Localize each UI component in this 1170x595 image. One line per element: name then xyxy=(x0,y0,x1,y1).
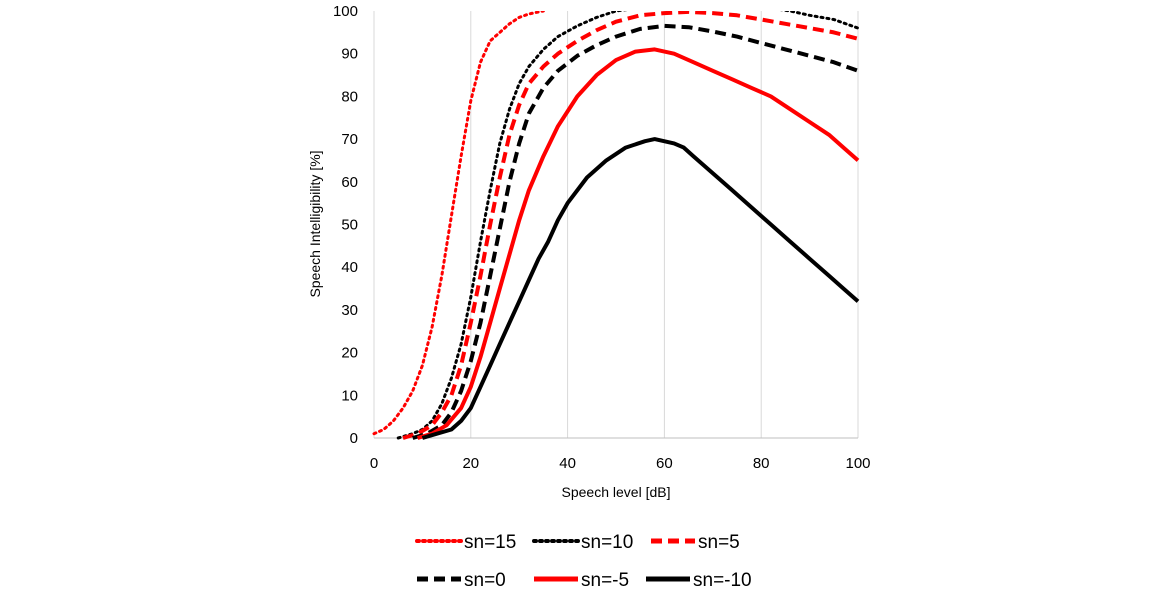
y-tick-label: 20 xyxy=(341,345,358,362)
x-tick-label: 60 xyxy=(656,455,673,472)
x-tick-label: 80 xyxy=(753,455,770,472)
legend-item-sn=15: sn=15 xyxy=(415,532,516,553)
legend-item-sn=0: sn=0 xyxy=(417,570,506,591)
legend-item-sn=-10: sn=-10 xyxy=(646,570,752,591)
y-tick-label: 50 xyxy=(341,217,358,234)
series-lines xyxy=(372,11,860,440)
legend-label: sn=10 xyxy=(581,532,633,553)
x-tick-label: 100 xyxy=(845,455,870,472)
legend-label: sn=15 xyxy=(464,532,516,553)
y-axis-ticks: 0 10 20 30 40 50 60 70 80 90 100 xyxy=(333,3,358,447)
y-tick-label: 70 xyxy=(341,131,358,148)
series-line-sn=-5 xyxy=(417,47,860,440)
y-tick-label: 40 xyxy=(341,259,358,276)
series-line-sn=0 xyxy=(412,23,859,440)
y-tick-label: 30 xyxy=(341,302,358,319)
y-tick-label: 60 xyxy=(341,174,358,191)
legend: sn=15 sn=10 sn=5 sn=0 sn=-5 sn=-10 xyxy=(415,532,752,591)
x-tick-label: 0 xyxy=(370,455,378,472)
grid xyxy=(373,11,859,439)
y-tick-label: 10 xyxy=(341,387,358,404)
y-tick-label: 100 xyxy=(333,3,358,20)
legend-item-sn=5: sn=5 xyxy=(651,532,740,553)
x-axis-label: Speech level [dB] xyxy=(562,484,671,500)
x-tick-label: 20 xyxy=(462,455,479,472)
x-axis-ticks: 0 20 40 60 80 100 xyxy=(370,455,871,472)
x-tick-label: 40 xyxy=(559,455,576,472)
series-line-sn=10 xyxy=(396,11,860,440)
legend-label: sn=5 xyxy=(698,532,740,553)
y-tick-label: 0 xyxy=(350,430,358,447)
y-tick-label: 80 xyxy=(341,88,358,105)
legend-item-sn=-5: sn=-5 xyxy=(534,570,629,591)
series-line-sn=-10 xyxy=(421,137,860,440)
legend-label: sn=-10 xyxy=(693,570,752,591)
legend-item-sn=10: sn=10 xyxy=(532,532,633,553)
series-line-sn=15 xyxy=(372,11,545,436)
legend-label: sn=0 xyxy=(464,570,506,591)
y-axis-label: Speech Intelligibility [%] xyxy=(307,150,323,297)
y-tick-label: 90 xyxy=(341,46,358,63)
legend-label: sn=-5 xyxy=(581,570,629,591)
series-line-sn=5 xyxy=(402,11,859,440)
